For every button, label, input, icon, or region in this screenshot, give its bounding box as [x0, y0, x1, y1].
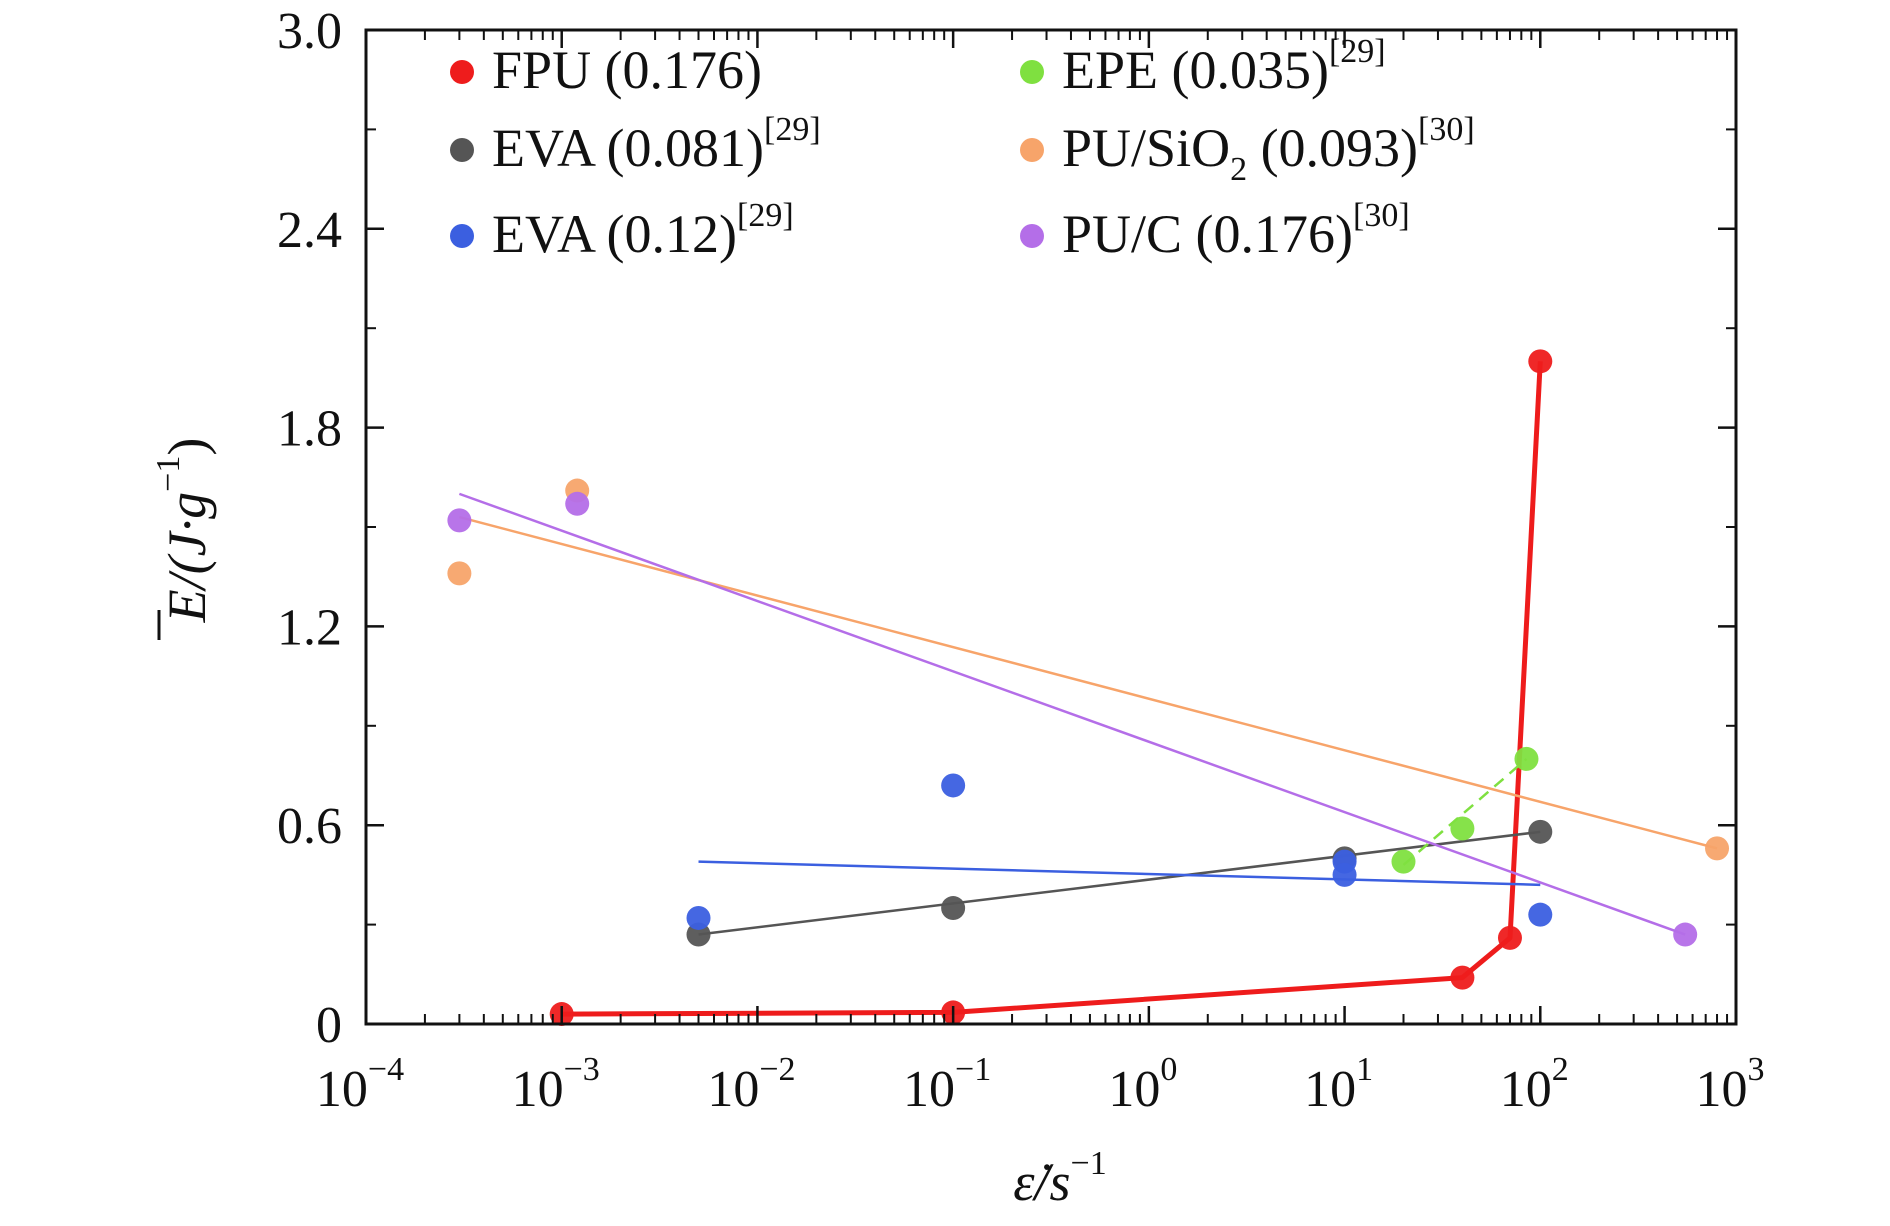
series-2-point-3 — [1332, 862, 1357, 887]
series-1-point-3 — [1528, 819, 1553, 844]
legend-label-4: PU/SiO2 (0.093)[30] — [1062, 111, 1475, 188]
legend-label-1: EVA (0.081)[29] — [492, 111, 821, 178]
legend-marker-2 — [450, 224, 474, 248]
legend-marker-1 — [450, 138, 474, 162]
series-2-point-1 — [941, 773, 966, 798]
x-tick-label-5: 101 — [1304, 1051, 1373, 1118]
x-tick-label-3: 10−1 — [903, 1051, 991, 1118]
y-tick-label-3: 1.8 — [277, 401, 342, 458]
x-tick-label-2: 10−2 — [707, 1051, 795, 1118]
y-tick-label-4: 2.4 — [277, 202, 342, 259]
legend-marker-0 — [450, 60, 474, 84]
x-axis-title-main: ε̇/s — [1013, 1152, 1070, 1212]
series-3-point-1 — [1450, 816, 1475, 841]
series-2-point-4 — [1528, 902, 1553, 927]
series-5-point-2 — [1673, 922, 1698, 947]
series-3-point-2 — [1514, 746, 1539, 771]
legend-marker-4 — [1020, 138, 1044, 162]
x-axis-title: ε̇/s−1 — [1013, 1145, 1106, 1212]
ticks: 10−4 10−3 10−2 10−1 100 101 102 103 0 0.6 1.2 1.8 2.… — [277, 3, 1765, 1118]
x-tick-label-4: 100 — [1108, 1051, 1177, 1118]
y-axis-title-exp: −1 — [150, 456, 187, 492]
series-4-point-0 — [447, 561, 472, 586]
series-3-point-0 — [1391, 849, 1416, 874]
x-tick-label-0: 10−4 — [316, 1051, 404, 1118]
series-3-fit-line — [1402, 757, 1528, 866]
legend-label-2: EVA (0.12)[29] — [492, 197, 794, 264]
y-tick-label-1: 0.6 — [277, 798, 342, 855]
legend: FPU (0.176) EVA (0.081)[29] EVA (0.12)[29]… — [450, 33, 1475, 264]
legend-label-3: EPE (0.035)[29] — [1062, 33, 1386, 100]
series-1-point-1 — [941, 896, 966, 921]
series-1-point-0 — [686, 922, 711, 947]
series-0-point-2 — [1450, 965, 1475, 990]
legend-label-5: PU/C (0.176)[30] — [1062, 197, 1410, 264]
series-5-point-1 — [565, 491, 590, 516]
series-0-point-3 — [1497, 925, 1522, 950]
y-tick-label-0: 0 — [316, 997, 342, 1054]
y-tick-label-2: 1.2 — [277, 599, 342, 656]
series-2-fit-line — [698, 860, 1541, 887]
series-4-fit-line — [459, 515, 1718, 850]
legend-label-0: FPU (0.176) — [492, 40, 762, 100]
data-points — [447, 349, 1730, 1027]
x-tick-label-7: 103 — [1696, 1051, 1765, 1118]
legend-marker-5 — [1020, 224, 1044, 248]
y-tick-label-5: 3.0 — [277, 3, 342, 60]
series-0-point-4 — [1528, 349, 1553, 374]
series-4-point-2 — [1705, 836, 1730, 861]
series-5-point-0 — [447, 508, 472, 533]
series-1-fit-line — [698, 830, 1541, 936]
series-5-fit-line — [458, 492, 1686, 936]
x-axis-title-exp: −1 — [1071, 1145, 1107, 1182]
y-axis-title: E/(J·g−1) — [150, 438, 217, 624]
legend-marker-3 — [1020, 60, 1044, 84]
y-axis-title-main: E/(J·g — [157, 492, 217, 623]
x-tick-label-6: 102 — [1500, 1051, 1569, 1118]
series-2-point-0 — [686, 905, 711, 930]
x-tick-label-1: 10−3 — [512, 1051, 600, 1118]
y-axis-title-close: ) — [157, 438, 217, 456]
